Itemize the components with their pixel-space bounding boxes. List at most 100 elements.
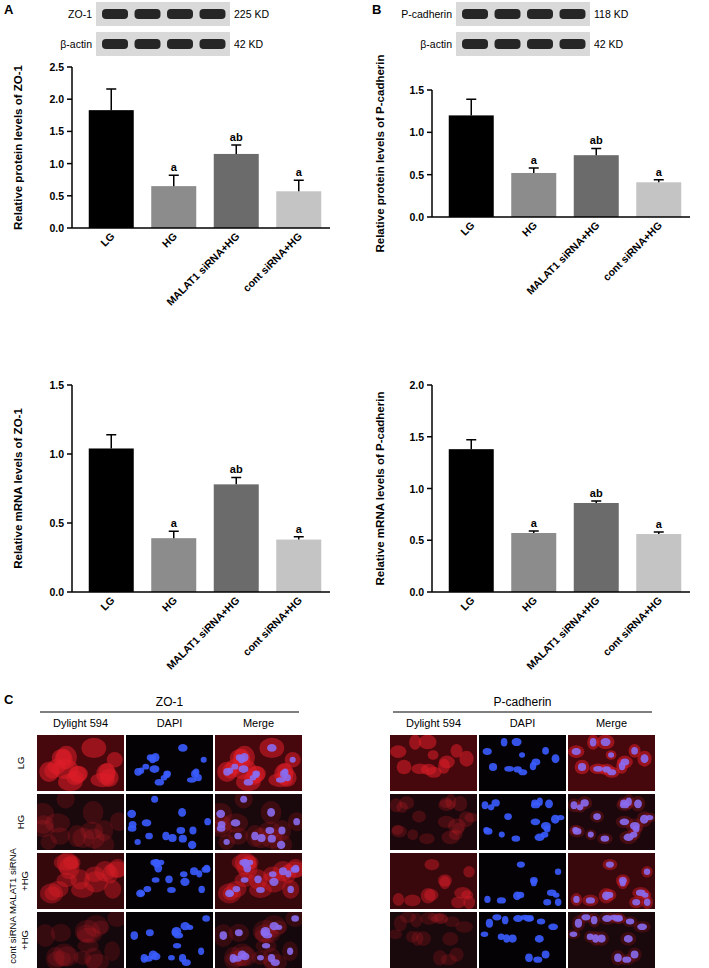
nucleus	[263, 932, 273, 938]
red-stain	[459, 751, 473, 767]
red-stain	[57, 794, 75, 809]
red-stain	[416, 931, 431, 946]
micrograph	[568, 912, 655, 968]
channel-label: Merge	[243, 717, 274, 729]
micrograph	[126, 912, 213, 968]
nucleus	[257, 834, 265, 842]
nucleus	[548, 924, 558, 931]
channel-label: Merge	[596, 717, 627, 729]
micrograph-bg	[37, 853, 124, 909]
nucleus	[198, 947, 204, 955]
y-tick-label: 1.5	[49, 379, 64, 391]
nucleus	[555, 869, 561, 875]
nucleus	[145, 833, 153, 840]
panel-label: A	[4, 2, 14, 17]
red-stain	[110, 812, 124, 831]
nucleus	[631, 747, 638, 755]
red-stain	[270, 920, 287, 934]
red-stain	[261, 801, 282, 824]
nucleus	[149, 755, 156, 763]
red-stain	[95, 861, 116, 882]
micrograph-bg	[215, 735, 302, 791]
nucleus	[268, 954, 275, 962]
micrograph-bg	[390, 735, 477, 791]
nucleus	[542, 747, 549, 755]
significance-label: a	[531, 517, 538, 529]
category-label: LG	[458, 594, 477, 613]
micrograph	[126, 735, 213, 791]
significance-label: a	[171, 161, 178, 173]
nucleus	[535, 935, 544, 943]
nucleus	[541, 832, 549, 838]
nucleus	[622, 957, 631, 963]
nucleus	[633, 826, 640, 833]
red-haze	[215, 735, 302, 791]
micrograph	[37, 912, 124, 968]
nucleus	[519, 752, 525, 757]
nucleus	[597, 934, 605, 942]
blot-band	[102, 39, 128, 49]
nucleus	[217, 825, 226, 832]
red-stain	[45, 886, 61, 900]
red-stain	[451, 896, 465, 908]
category-label: MALAT1 siRNA+HG	[524, 594, 602, 672]
micrograph	[37, 735, 124, 791]
nucleus	[481, 932, 489, 937]
nucleus	[631, 951, 639, 959]
nucleus	[202, 867, 211, 873]
nucleus	[290, 757, 296, 763]
red-stain	[409, 735, 421, 750]
category-label: cont siRNA+HG	[240, 594, 304, 658]
nucleus	[219, 931, 227, 940]
nucleus	[127, 810, 136, 818]
blot-size: 42 KD	[234, 38, 264, 50]
red-stain	[390, 745, 406, 758]
nucleus	[498, 933, 505, 940]
red-stain	[255, 939, 276, 953]
significance-label: a	[171, 517, 178, 529]
nucleus	[501, 738, 508, 746]
error-bar	[294, 180, 304, 191]
red-stain	[259, 738, 284, 758]
nucleus	[267, 744, 277, 752]
red-stain	[218, 883, 241, 903]
y-axis	[71, 67, 73, 228]
red-stain	[421, 888, 436, 904]
error-bar	[591, 148, 601, 155]
blot-strip	[96, 32, 230, 56]
micrograph-bg	[479, 735, 566, 791]
nucleus	[225, 890, 234, 898]
nucleus	[253, 771, 260, 778]
micrograph	[215, 912, 302, 968]
micrograph-bg	[37, 735, 124, 791]
nucleus	[167, 887, 176, 893]
red-haze	[390, 735, 477, 791]
nucleus	[269, 871, 277, 877]
error-bar	[169, 175, 179, 186]
red-stain	[288, 812, 302, 831]
channel-label: Dylight 594	[53, 717, 108, 729]
red-stain	[107, 912, 124, 927]
red-stain	[81, 822, 104, 840]
blot-strip	[96, 2, 230, 26]
micrograph-bg	[126, 794, 213, 850]
red-stain	[603, 859, 618, 870]
y-tick	[427, 436, 432, 438]
micrograph-bg	[568, 853, 655, 909]
y-tick	[427, 488, 432, 490]
bar	[151, 186, 196, 228]
red-stain	[571, 893, 582, 906]
nucleus	[483, 748, 492, 755]
nucleus	[241, 877, 249, 883]
nucleus	[233, 886, 241, 892]
error-bar	[529, 531, 539, 533]
significance-label: a	[656, 166, 663, 178]
nucleus	[174, 932, 184, 938]
bar-chart: LGaHGabMALAT1 siRNA+HGacont siRNA+HG0.00…	[374, 54, 690, 296]
bar	[511, 173, 556, 217]
y-tick-label: 1.0	[409, 483, 424, 495]
nucleus	[227, 768, 233, 774]
nucleus	[545, 799, 553, 808]
red-stain	[215, 803, 232, 825]
blot-band	[200, 39, 226, 49]
